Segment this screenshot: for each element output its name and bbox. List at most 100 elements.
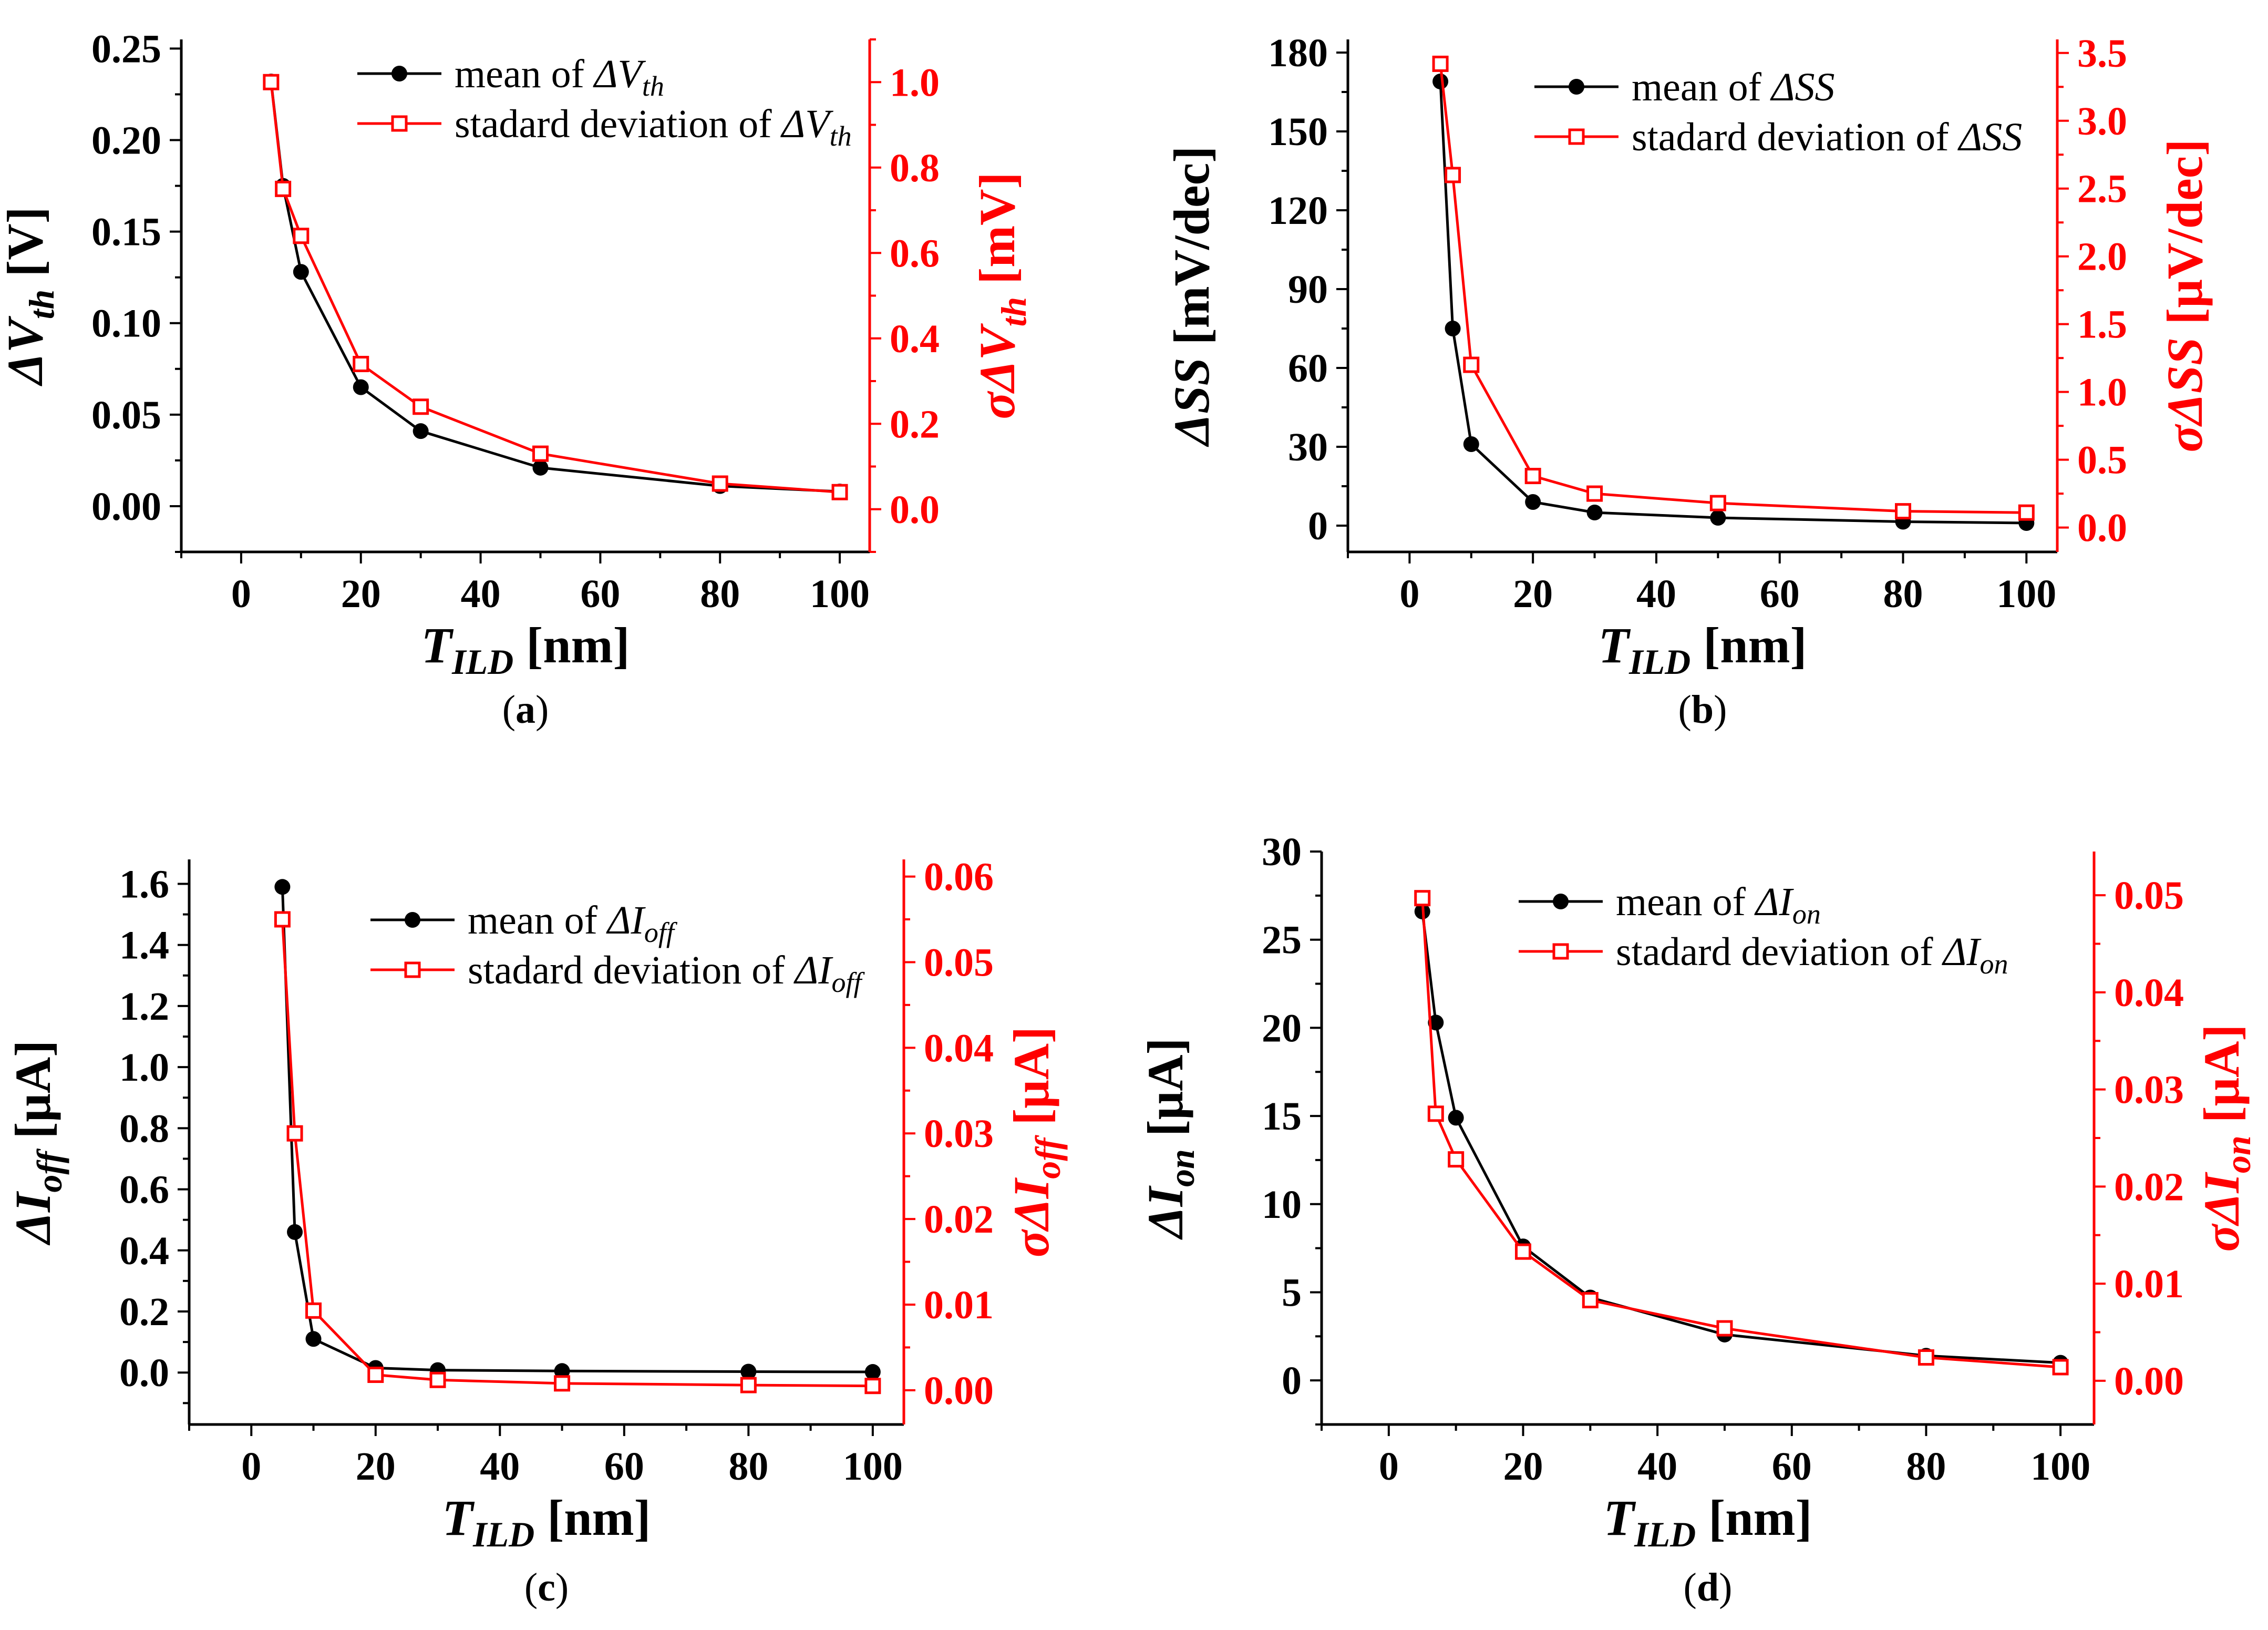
x-axis-title: TILD [nm] [442, 1490, 651, 1554]
right-y-tick-label: 0.03 [2114, 1068, 2184, 1112]
legend-marker-circle [1569, 79, 1584, 95]
stddev-data-point [263, 74, 280, 90]
legend-label: stadard deviation of ΔIoff [468, 948, 865, 998]
legend-label: stadard deviation of ΔIon [1616, 930, 2008, 980]
left-y-tick-label: 1.4 [119, 924, 169, 968]
left-y-axis-title: ΔVth [V] [0, 207, 61, 386]
x-tick-label: 60 [580, 572, 620, 616]
stddev-data-point [2018, 504, 2035, 521]
left-y-tick-label: 10 [1262, 1183, 1302, 1227]
right-y-tick-label: 2.5 [2077, 167, 2127, 211]
left-y-tick-label: 0 [1308, 504, 1328, 548]
right-y-tick-label: 0.06 [924, 855, 994, 899]
right-y-tick-label: 0.03 [924, 1112, 994, 1156]
x-tick-label: 80 [1906, 1444, 1946, 1489]
x-tick-label: 100 [1996, 572, 2056, 616]
left-y-tick-label: 60 [1288, 346, 1328, 391]
left-y-tick-label: 0.15 [91, 210, 161, 254]
mean-data-point [1428, 1014, 1444, 1031]
stddev-data-point [532, 445, 549, 462]
left-y-tick-label: 0.10 [91, 302, 161, 346]
legend-marker-circle [391, 66, 407, 81]
stddev-data-point [1586, 485, 1603, 502]
legend-label: stadard deviation of ΔVth [455, 102, 852, 152]
right-y-tick-label: 0.00 [924, 1369, 994, 1413]
x-tick-label: 40 [480, 1444, 520, 1489]
x-tick-label: 60 [604, 1444, 644, 1489]
left-y-tick-label: 30 [1288, 425, 1328, 469]
right-y-tick-label: 0.01 [924, 1283, 994, 1327]
left-y-tick-label: 180 [1268, 31, 1328, 75]
right-y-axis-title: σΔIoff [μA] [1003, 1027, 1068, 1257]
right-y-tick-label: 0.5 [2077, 438, 2127, 483]
mean-data-point [1586, 505, 1603, 520]
x-tick-label: 0 [1379, 1444, 1399, 1489]
x-tick-label: 0 [241, 1444, 261, 1489]
left-y-tick-label: 0.0 [119, 1351, 169, 1395]
mean-series-line [1439, 81, 2027, 525]
x-tick-label: 0 [1399, 572, 1419, 616]
left-y-tick-label: 0.8 [119, 1106, 169, 1151]
x-tick-label: 40 [1636, 572, 1676, 616]
left-y-tick-label: 120 [1268, 189, 1328, 233]
stddev-data-point [554, 1375, 571, 1392]
stddev-data-point [1414, 890, 1431, 907]
stddev-series-line [281, 919, 873, 1388]
right-y-tick-label: 0.00 [2114, 1359, 2184, 1403]
stddev-data-point [1432, 55, 1449, 72]
mean-data-point [532, 459, 549, 476]
stddev-data-point [367, 1367, 384, 1383]
stddev-data-point [429, 1371, 446, 1388]
stddev-data-point [305, 1302, 322, 1319]
right-y-tick-label: 0.0 [890, 488, 940, 532]
right-y-tick-label: 1.0 [890, 60, 940, 105]
stddev-data-point [2052, 1359, 2069, 1376]
left-y-tick-label: 5 [1282, 1270, 1302, 1315]
mean-data-point [287, 1224, 303, 1240]
left-y-tick-label: 0.2 [119, 1290, 169, 1334]
stddev-data-point [1445, 167, 1461, 183]
left-y-tick-label: 0.00 [91, 485, 161, 529]
stddev-data-point [1918, 1349, 1934, 1366]
stddev-data-point [1463, 356, 1480, 373]
x-tick-label: 80 [1883, 572, 1923, 616]
left-y-tick-label: 30 [1262, 830, 1302, 874]
panel-caption: (a) [502, 688, 549, 732]
right-y-tick-label: 0.01 [2114, 1262, 2184, 1306]
stddev-data-point [864, 1378, 881, 1395]
right-y-tick-label: 0.2 [890, 402, 940, 446]
mean-data-point [413, 423, 429, 439]
stddev-data-point [1514, 1243, 1531, 1260]
x-tick-label: 40 [461, 572, 501, 616]
left-y-tick-label: 15 [1262, 1094, 1302, 1139]
stddev-data-point [353, 356, 369, 372]
x-tick-label: 60 [1772, 1444, 1812, 1489]
x-tick-label: 100 [2030, 1444, 2090, 1489]
panel-caption: (b) [1678, 688, 1727, 732]
stddev-data-point [275, 180, 292, 197]
legend-marker-square [391, 115, 408, 132]
stddev-data-point [413, 398, 429, 415]
chart-panel-4: 0 20 40 60 80 100 0 5 10 15 20 25 30 0.00 0.01 0.02 0.03… [1137, 830, 2258, 1610]
mean-series-line [1421, 911, 2061, 1365]
left-y-tick-label: 0.6 [119, 1168, 169, 1212]
right-y-tick-label: 2.0 [2077, 235, 2127, 279]
mean-data-point [1463, 436, 1479, 452]
right-y-axis-title: σΔSS [μV/dec] [2157, 139, 2213, 453]
mean-data-point [1525, 494, 1541, 510]
x-tick-label: 20 [341, 572, 381, 616]
mean-data-point [864, 1364, 881, 1380]
left-y-tick-label: 1.0 [119, 1045, 169, 1090]
left-y-tick-label: 0.20 [91, 119, 161, 163]
left-y-tick-label: 0 [1282, 1359, 1302, 1403]
mean-data-point [1448, 1110, 1464, 1126]
left-y-tick-label: 1.6 [119, 862, 169, 906]
left-y-tick-label: 0.05 [91, 393, 161, 437]
mean-data-point [1445, 321, 1461, 336]
x-tick-label: 40 [1637, 1444, 1677, 1489]
right-y-tick-label: 0.4 [890, 317, 940, 361]
panel-caption: (d) [1684, 1565, 1733, 1610]
right-y-tick-label: 0.02 [924, 1197, 994, 1242]
stddev-data-point [293, 228, 310, 244]
stddev-data-point [831, 484, 848, 500]
